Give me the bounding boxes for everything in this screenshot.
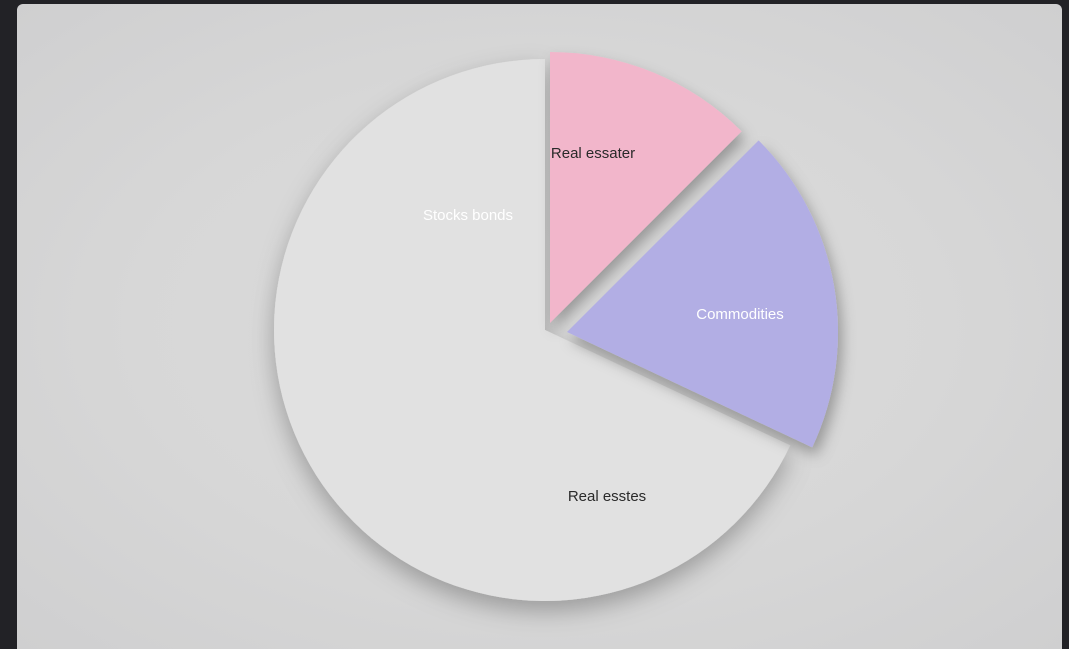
extra-slice-label-1: Stocks bonds [423,207,513,224]
chart-area: Real essater Commodities Real esstes Stocks… [17,4,1062,649]
pie-slice-2 [567,140,838,448]
pie-chart: Real essater Commodities Real esstes Stocks… [274,52,838,601]
slice-label-1: Real essater [551,145,635,162]
pie-slice-1 [550,52,742,323]
slice-label-2: Commodities [696,306,784,323]
pie-slice-3 [274,59,791,601]
slice-label-3: Real esstes [568,488,646,505]
